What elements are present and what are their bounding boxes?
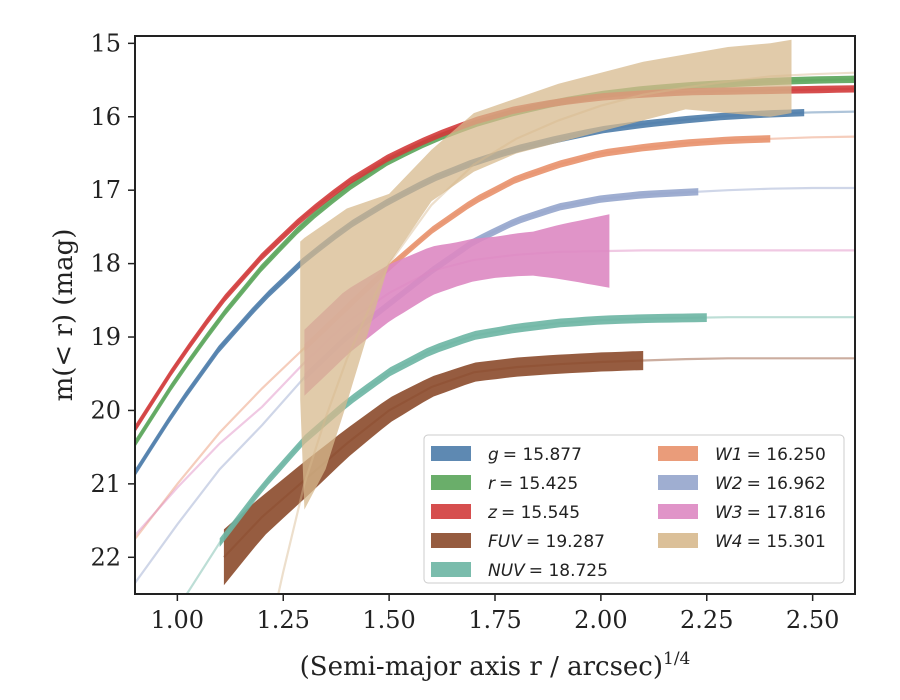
y-tick-label: 17 xyxy=(90,176,121,204)
series-layer xyxy=(135,39,855,594)
y-tick-label: 21 xyxy=(90,470,121,498)
legend-label: W2 = 16.962 xyxy=(715,474,826,494)
legend-item-r: r = 15.425 xyxy=(431,474,578,494)
legend-item-g: g = 15.877 xyxy=(431,445,582,465)
series-w1 xyxy=(135,135,855,540)
legend-label: W4 = 15.301 xyxy=(715,532,826,552)
legend-swatch xyxy=(431,475,471,490)
y-tick-label: 22 xyxy=(90,543,121,571)
y-tick-label: 16 xyxy=(90,103,121,131)
legend-swatch xyxy=(431,562,471,577)
legend-items: g = 15.877 r = 15.425 z = 15.545 FUV = 19.287 NU… xyxy=(431,445,826,581)
x-axis-label: (Semi-major axis r / arcsec)1/4 xyxy=(300,649,691,682)
series-w2-data-band xyxy=(304,188,699,382)
legend-label: W3 = 17.816 xyxy=(715,503,826,523)
legend-item-w1: W1 = 16.250 xyxy=(658,445,826,465)
y-tick-label: 15 xyxy=(90,29,121,57)
x-tick-label: 2.50 xyxy=(786,606,839,634)
legend-swatch xyxy=(431,533,471,548)
legend: g = 15.877 r = 15.425 z = 15.545 FUV = 19.287 NU… xyxy=(423,434,845,584)
y-tick-label: 20 xyxy=(90,396,121,424)
series-w3-data-band xyxy=(304,214,610,396)
series-w4 xyxy=(277,39,855,594)
x-tick-label: 1.25 xyxy=(257,606,310,634)
legend-swatch xyxy=(431,446,471,461)
legend-label: FUV = 19.287 xyxy=(488,532,605,552)
legend-swatch xyxy=(658,475,698,490)
legend-item-z: z = 15.545 xyxy=(431,503,580,523)
legend-label: g = 15.877 xyxy=(488,445,582,465)
legend-item-fuv: FUV = 19.287 xyxy=(431,532,605,552)
legend-item-nuv: NUV = 18.725 xyxy=(431,561,608,581)
legend-item-w4: W4 = 15.301 xyxy=(658,532,826,552)
series-g-data-band xyxy=(135,109,805,477)
series-w2 xyxy=(135,186,855,584)
x-axis-ticks: 1.00 1.25 1.50 1.75 2.00 2.25 2.50 xyxy=(151,594,839,634)
series-w3 xyxy=(135,214,855,537)
y-tick-label: 19 xyxy=(90,323,121,351)
legend-label: r = 15.425 xyxy=(488,474,578,494)
x-tick-label: 1.50 xyxy=(362,606,415,634)
legend-item-w2: W2 = 16.962 xyxy=(658,474,826,494)
x-tick-label: 2.25 xyxy=(680,606,733,634)
legend-label: NUV = 18.725 xyxy=(488,561,608,581)
legend-item-w3: W3 = 17.816 xyxy=(658,503,826,523)
legend-label: W1 = 16.250 xyxy=(715,445,826,465)
x-tick-label: 1.00 xyxy=(151,606,204,634)
legend-box xyxy=(423,434,845,584)
x-tick-label: 1.75 xyxy=(468,606,521,634)
legend-label: z = 15.545 xyxy=(487,503,580,523)
legend-swatch xyxy=(658,446,698,461)
series-w4-data-band xyxy=(300,39,792,510)
x-tick-label: 2.00 xyxy=(574,606,627,634)
y-tick-label: 18 xyxy=(90,250,121,278)
y-axis-ticks: 15 16 17 18 19 20 21 22 xyxy=(90,29,135,571)
y-axis-label: m(< r) (mag) xyxy=(49,229,79,402)
legend-swatch xyxy=(658,533,698,548)
legend-swatch xyxy=(431,504,471,519)
legend-swatch xyxy=(658,504,698,519)
